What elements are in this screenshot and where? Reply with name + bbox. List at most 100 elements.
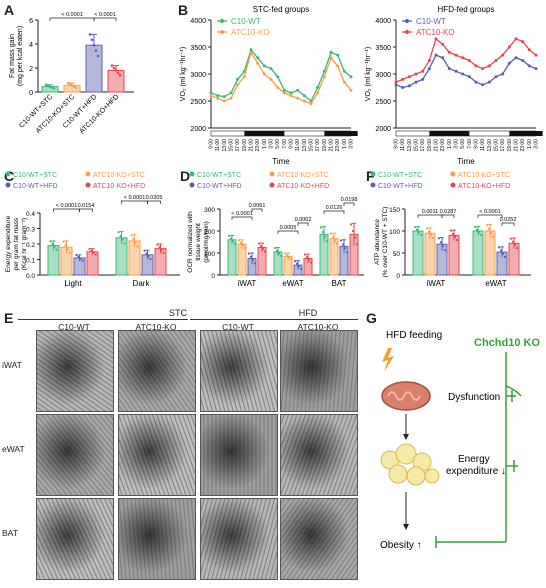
- x-tick-label: 19:00: [242, 139, 248, 152]
- legend-marker: [269, 182, 275, 188]
- x-tick-label: 13:00: [302, 139, 308, 152]
- data-point: [50, 86, 54, 89]
- data-point: [64, 244, 67, 247]
- data-point: [134, 241, 137, 244]
- series-point: [441, 56, 445, 60]
- series-point: [421, 77, 425, 81]
- x-tick-label: 23:00: [520, 139, 526, 152]
- series-point: [349, 88, 353, 92]
- data-point: [355, 243, 359, 246]
- series-point: [487, 64, 491, 68]
- data-point: [44, 83, 48, 87]
- series-point: [309, 102, 313, 106]
- series-point: [269, 77, 273, 81]
- y-tick-label: 4000: [190, 18, 206, 25]
- data-point: [511, 240, 515, 243]
- series-point: [249, 48, 253, 52]
- y-tick-label: 3000: [375, 72, 391, 79]
- series-point: [256, 61, 260, 65]
- legend-entry: ATC10-KO+STC: [458, 172, 510, 179]
- x-tick-label: 9:00: [289, 139, 295, 149]
- series-point: [322, 75, 326, 79]
- data-point: [419, 233, 423, 237]
- em-micrograph: [36, 330, 114, 412]
- data-point: [92, 43, 96, 47]
- dysfunction-label: Dysfunction: [448, 392, 500, 403]
- data-point: [239, 241, 243, 244]
- em-micrograph: [200, 498, 278, 580]
- data-point: [121, 238, 124, 241]
- bar: [448, 234, 460, 276]
- p-value-label: < 0.0001: [479, 209, 501, 215]
- data-point: [341, 243, 345, 246]
- series-point: [401, 86, 405, 89]
- x-tick-label: BAT: [332, 279, 347, 288]
- group-label-stc: STC: [169, 308, 187, 318]
- data-point: [123, 242, 126, 245]
- data-point: [289, 258, 293, 261]
- series-point: [507, 61, 511, 65]
- bar: [227, 239, 237, 276]
- data-point: [55, 248, 58, 251]
- data-point: [241, 244, 245, 247]
- legend-entry: ATC10-KO: [416, 28, 455, 37]
- x-tick-label: 21:00: [514, 139, 520, 152]
- series-point: [467, 59, 471, 62]
- series-point: [336, 64, 340, 68]
- data-point: [66, 81, 70, 85]
- series-point: [407, 75, 411, 79]
- y-axis-label: (Kcal hr⁻¹ gram⁻¹): [21, 218, 28, 270]
- series-point: [222, 99, 226, 103]
- data-point: [345, 251, 349, 254]
- data-point: [429, 233, 433, 236]
- x-tick-label: 11:00: [400, 139, 406, 151]
- em-micrograph: [118, 330, 196, 412]
- series-point: [427, 59, 431, 62]
- data-point: [425, 227, 429, 230]
- legend-entry: C10-WT+HFD: [13, 183, 58, 190]
- x-tick-label: 21:00: [329, 139, 335, 152]
- data-point: [351, 229, 355, 233]
- x-tick-label: 11:00: [215, 139, 221, 151]
- significance-bracket: [477, 214, 503, 218]
- series-point: [302, 94, 306, 98]
- series-point: [394, 83, 398, 87]
- legend-entry: ATC10-KO+HFD: [458, 183, 510, 190]
- obesity-label: Obesity ↑: [380, 540, 422, 551]
- data-point: [237, 239, 241, 242]
- series-point: [521, 59, 525, 62]
- legend-marker: [85, 171, 91, 177]
- y-tick-label: 0.2: [26, 242, 35, 249]
- series-point: [507, 45, 511, 49]
- bar: [412, 230, 424, 276]
- y-tick-label: 3500: [375, 45, 391, 52]
- legend-entry: C10-WT+STC: [378, 172, 422, 179]
- data-point: [81, 259, 84, 262]
- legend-marker: [5, 171, 11, 177]
- significance-bracket: [231, 216, 253, 220]
- series-point: [296, 96, 300, 100]
- series-line-1: [210, 50, 352, 105]
- data-point: [455, 239, 459, 242]
- series-point: [216, 94, 220, 98]
- x-tick-label: 11:00: [295, 139, 301, 151]
- data-point: [279, 254, 283, 257]
- series-point: [487, 80, 491, 84]
- series-point: [342, 80, 346, 84]
- em-micrograph: [118, 414, 196, 496]
- row-label: eWAT: [2, 444, 25, 454]
- chart-d-ocr: C10-WT+STC ATC10-KO+STC C10-WT+HFD ATC10-KO…: [187, 171, 364, 288]
- series-point: [316, 86, 320, 89]
- data-point: [53, 245, 56, 249]
- data-point: [145, 252, 148, 255]
- legend-marker: [85, 182, 91, 188]
- data-point: [353, 236, 357, 239]
- data-point: [259, 245, 263, 248]
- y-tick-label: 100: [389, 229, 400, 236]
- series-point: [236, 83, 240, 87]
- y-tick-label: 100: [204, 251, 215, 258]
- energy-label-line2: expenditure ↓: [446, 466, 506, 477]
- row-label: BAT: [2, 528, 18, 538]
- data-point: [343, 247, 347, 250]
- x-tick-label: 19:00: [322, 139, 328, 152]
